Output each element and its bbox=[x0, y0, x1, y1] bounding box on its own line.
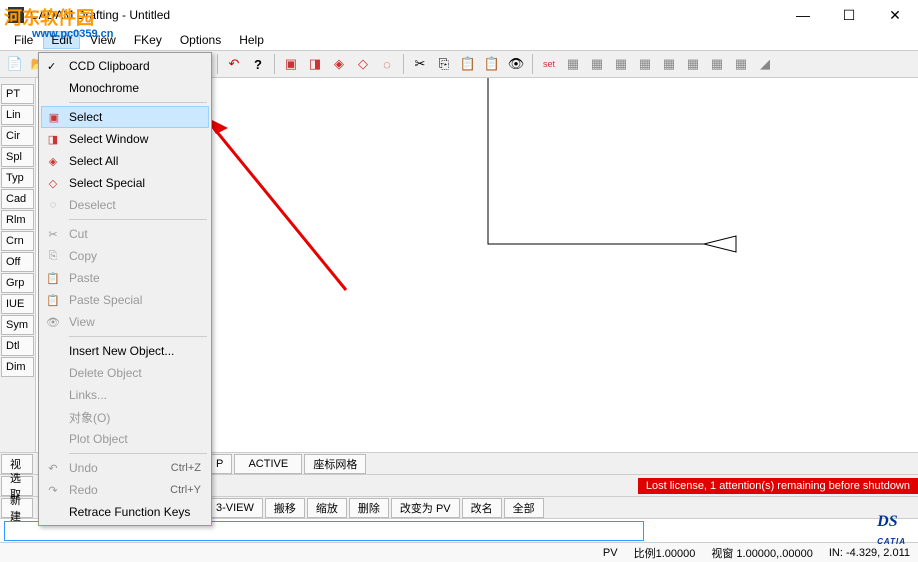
panel-off[interactable]: Off bbox=[1, 252, 34, 272]
view-icon[interactable]: 👁 bbox=[505, 53, 527, 75]
menu-view[interactable]: View bbox=[82, 31, 124, 49]
menu-copy[interactable]: ⎘Copy bbox=[41, 245, 209, 267]
status-coords: IN: -4.329, 2.011 bbox=[829, 547, 910, 559]
menu-options[interactable]: Options bbox=[172, 31, 229, 49]
select-window-icon[interactable]: ◨ bbox=[304, 53, 326, 75]
maximize-button[interactable]: ☐ bbox=[826, 0, 872, 30]
minimize-button[interactable]: — bbox=[780, 0, 826, 30]
menu-delete-object[interactable]: Delete Object bbox=[41, 362, 209, 384]
panel-pt[interactable]: PT bbox=[1, 84, 34, 104]
menu-undo[interactable]: ↶UndoCtrl+Z bbox=[41, 457, 209, 479]
paste-special-icon[interactable]: 📋 bbox=[481, 53, 503, 75]
grid8-icon[interactable]: ▦ bbox=[730, 53, 752, 75]
menu-links[interactable]: Links... bbox=[41, 384, 209, 406]
panel-cir[interactable]: Cir bbox=[1, 126, 34, 146]
grid1-icon[interactable]: ▦ bbox=[562, 53, 584, 75]
grid6-icon[interactable]: ▦ bbox=[682, 53, 704, 75]
status-viewport: 视窗 1.00000,.00000 bbox=[711, 545, 813, 561]
change-pv-button[interactable]: 改变为 PV bbox=[391, 498, 460, 518]
panel-rlm[interactable]: Rlm bbox=[1, 210, 34, 230]
annotation-arrow bbox=[204, 116, 346, 290]
window-title: CADAM Drafting - Untitled bbox=[30, 8, 170, 22]
menu-object-o[interactable]: 对象(O) bbox=[41, 406, 209, 428]
status-pv: PV bbox=[603, 547, 618, 559]
rename-button[interactable]: 改名 bbox=[462, 498, 502, 518]
cut2-icon[interactable]: ✂ bbox=[409, 53, 431, 75]
panel-dtl[interactable]: Dtl bbox=[1, 336, 34, 356]
help-icon[interactable]: ? bbox=[247, 53, 269, 75]
new-icon[interactable]: 📄 bbox=[4, 53, 26, 75]
copy2-icon[interactable]: ⎘ bbox=[433, 53, 455, 75]
move-button[interactable]: 搬移 bbox=[265, 498, 305, 518]
menu-fkey[interactable]: FKey bbox=[126, 31, 170, 49]
panel-iue[interactable]: IUE bbox=[1, 294, 34, 314]
panel-dim[interactable]: Dim bbox=[1, 357, 34, 377]
grid4-icon[interactable]: ▦ bbox=[634, 53, 656, 75]
select-special-icon[interactable]: ◇ bbox=[352, 53, 374, 75]
status-scale: 比例1.00000 bbox=[634, 545, 696, 561]
all-button[interactable]: 全部 bbox=[504, 498, 544, 518]
deselect-icon[interactable]: ◌ bbox=[376, 53, 398, 75]
status-bar: PV 比例1.00000 视窗 1.00000,.00000 IN: -4.32… bbox=[0, 542, 918, 562]
menu-insert-object[interactable]: Insert New Object... bbox=[41, 340, 209, 362]
menu-select[interactable]: ▣Select bbox=[41, 106, 209, 128]
menu-ccd-clipboard[interactable]: ✓CCD Clipboard bbox=[41, 55, 209, 77]
menu-paste[interactable]: 📋Paste bbox=[41, 267, 209, 289]
menu-select-all[interactable]: ◈Select All bbox=[41, 150, 209, 172]
menu-select-window[interactable]: ◨Select Window bbox=[41, 128, 209, 150]
undo-icon[interactable]: ↶ bbox=[223, 53, 245, 75]
menu-cut[interactable]: ✂Cut bbox=[41, 223, 209, 245]
menu-deselect[interactable]: ◌Deselect bbox=[41, 194, 209, 216]
menu-paste-special[interactable]: 📋Paste Special bbox=[41, 289, 209, 311]
titlebar: CADAM Drafting - Untitled — ☐ ✕ bbox=[0, 0, 918, 30]
drawing-path bbox=[488, 78, 736, 252]
menu-view-item[interactable]: 👁View bbox=[41, 311, 209, 333]
app-icon bbox=[8, 7, 24, 23]
menu-plot-object[interactable]: Plot Object bbox=[41, 428, 209, 450]
delete-button[interactable]: 删除 bbox=[349, 498, 389, 518]
panel-grp[interactable]: Grp bbox=[1, 273, 34, 293]
zoom-button[interactable]: 缩放 bbox=[307, 498, 347, 518]
menu-file[interactable]: File bbox=[6, 31, 41, 49]
menu-select-special[interactable]: ◇Select Special bbox=[41, 172, 209, 194]
panel-new-btn[interactable]: 新建 bbox=[1, 498, 33, 518]
menu-retrace[interactable]: Retrace Function Keys bbox=[41, 501, 209, 523]
grid7-icon[interactable]: ▦ bbox=[706, 53, 728, 75]
grid9-icon[interactable]: ◢ bbox=[754, 53, 776, 75]
paste2-icon[interactable]: 📋 bbox=[457, 53, 479, 75]
select-all-icon[interactable]: ◈ bbox=[328, 53, 350, 75]
catia-logo: DSCATIA bbox=[877, 513, 906, 549]
menu-monochrome[interactable]: Monochrome bbox=[41, 77, 209, 99]
grid-button[interactable]: 座标网格 bbox=[304, 454, 366, 474]
left-tool-panel: PT Lin Cir Spl Typ Cad Rlm Crn Off Grp I… bbox=[0, 78, 36, 452]
grid5-icon[interactable]: ▦ bbox=[658, 53, 680, 75]
menu-redo[interactable]: ↷RedoCtrl+Y bbox=[41, 479, 209, 501]
edit-dropdown: ✓CCD Clipboard Monochrome ▣Select ◨Selec… bbox=[38, 52, 212, 526]
panel-spl[interactable]: Spl bbox=[1, 147, 34, 167]
panel-crn[interactable]: Crn bbox=[1, 231, 34, 251]
menubar: File Edit View FKey Options Help bbox=[0, 30, 918, 50]
close-button[interactable]: ✕ bbox=[872, 0, 918, 30]
active-button[interactable]: ACTIVE bbox=[234, 454, 302, 474]
panel-sym[interactable]: Sym bbox=[1, 315, 34, 335]
3view-button[interactable]: 3-VIEW bbox=[207, 498, 263, 518]
grid2-icon[interactable]: ▦ bbox=[586, 53, 608, 75]
set-icon[interactable]: set bbox=[538, 53, 560, 75]
panel-cad[interactable]: Cad bbox=[1, 189, 34, 209]
grid3-icon[interactable]: ▦ bbox=[610, 53, 632, 75]
select-icon[interactable]: ▣ bbox=[280, 53, 302, 75]
panel-lin[interactable]: Lin bbox=[1, 105, 34, 125]
license-warning: Lost license, 1 attention(s) remaining b… bbox=[638, 478, 918, 494]
panel-typ[interactable]: Typ bbox=[1, 168, 34, 188]
menu-edit[interactable]: Edit bbox=[43, 31, 80, 49]
menu-help[interactable]: Help bbox=[231, 31, 272, 49]
